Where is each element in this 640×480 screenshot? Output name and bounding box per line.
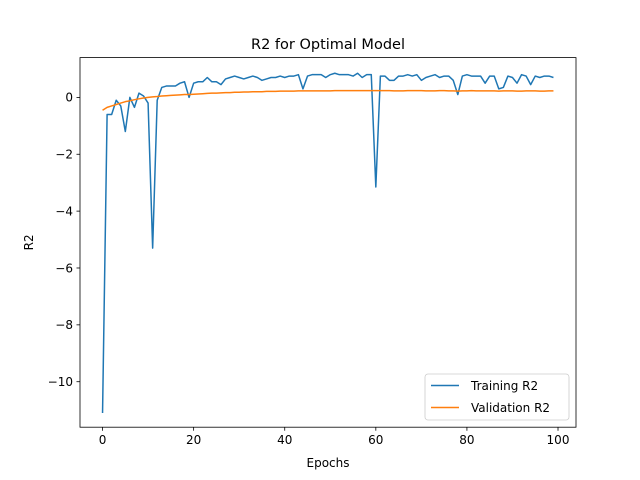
x-tick-label: 60 [368,433,383,447]
axes-frame [79,57,577,428]
plot-lines [101,72,554,413]
y-tick-label: −6 [55,261,73,275]
legend-box [424,373,570,421]
series-line-training [101,72,554,413]
y-tick-label: −8 [55,318,73,332]
x-axis-ticks: 0 20 40 60 80 100 [99,427,570,447]
x-tick-label: 0 [99,433,107,447]
y-tick-label: −4 [55,204,73,218]
x-tick-label: 100 [547,433,570,447]
x-tick-label: 40 [277,433,292,447]
legend: Training R2 Validation R2 [424,373,570,421]
y-tick-label: 0 [65,91,73,105]
y-tick-label: −2 [55,148,73,162]
series-line-validation [102,89,554,111]
legend-label-training: Training R2 [470,379,538,393]
x-tick-label: 20 [186,433,201,447]
y-tick-label: −10 [48,375,73,389]
chart-title: R2 for Optimal Model [251,37,405,53]
x-tick-label: 80 [459,433,474,447]
y-axis-label: R2 [22,234,36,250]
x-axis-label: Epochs [307,456,350,470]
legend-label-validation: Validation R2 [471,401,550,415]
y-axis-ticks: −10 −8 −6 −4 −2 0 [48,91,80,389]
